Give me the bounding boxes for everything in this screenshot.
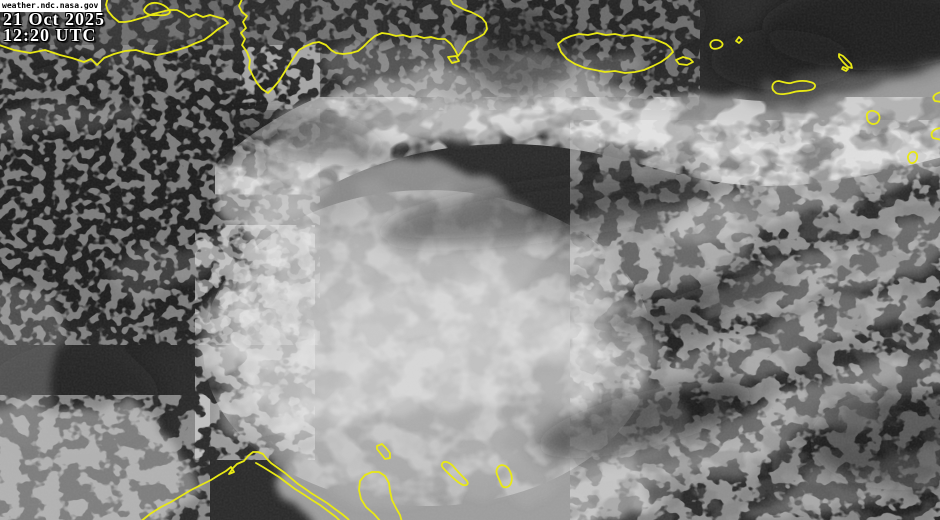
hispaniola-coastline [238, 0, 488, 94]
aruba-island [376, 443, 391, 460]
time-label: 12:20 UTC [3, 25, 97, 45]
st-croix-island [771, 80, 817, 95]
great-inagua-island [143, 1, 171, 17]
martinique-island [907, 150, 919, 165]
bonaire-island [495, 464, 513, 489]
puerto-rico-outline [557, 32, 674, 74]
colombia-coastline [141, 451, 350, 520]
antigua-island [865, 109, 881, 125]
virgin-islands [735, 36, 743, 44]
curacao-island [440, 460, 469, 487]
isla-beata [447, 55, 460, 64]
vieques-island [675, 56, 694, 66]
source-label: weather.ndc.nasa.gov [0, 0, 102, 12]
timestamp-overlay: 21 Oct 2025 12:20 UTC [3, 9, 105, 45]
cuba-coastline [0, 0, 229, 66]
culebra-island [709, 39, 724, 50]
leeward-islet [841, 66, 849, 72]
leeward-islands [838, 53, 853, 69]
colombia-inner-coastline [255, 462, 341, 520]
guajira-peninsula [358, 471, 403, 520]
date-label: 21 Oct 2025 [3, 9, 105, 29]
